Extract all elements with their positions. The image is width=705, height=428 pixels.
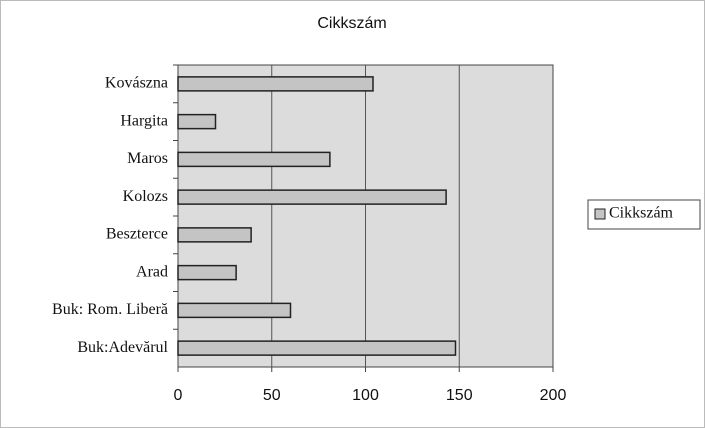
x-tick-label: 100 (352, 387, 379, 404)
legend-swatch (594, 208, 606, 220)
bar (177, 76, 374, 92)
bar (177, 189, 447, 205)
x-tick-label: 50 (263, 387, 281, 404)
y-tick-label: Buk:Adevărul (77, 339, 168, 356)
y-tick-label: Buk: Rom. Liberă (52, 301, 168, 318)
x-tick-label: 200 (540, 387, 567, 404)
chart-title: Cikkszám (317, 15, 386, 32)
bar (177, 340, 457, 356)
legend-label: Cikkszám (609, 205, 674, 222)
y-tick-label: Hargita (120, 112, 168, 129)
x-tick-label: 150 (446, 387, 473, 404)
bar (177, 227, 252, 243)
legend-box (587, 199, 701, 230)
bar (177, 264, 237, 281)
bar (177, 113, 217, 130)
y-tick-label: Kovászna (105, 75, 168, 92)
x-tick-label: 0 (174, 387, 183, 404)
bar (177, 302, 292, 319)
y-tick-label: Maros (127, 150, 168, 167)
y-tick-label: Beszterce (106, 226, 168, 243)
y-tick-label: Arad (136, 263, 168, 280)
y-tick-label: Kolozs (123, 188, 168, 205)
bar (177, 151, 331, 168)
